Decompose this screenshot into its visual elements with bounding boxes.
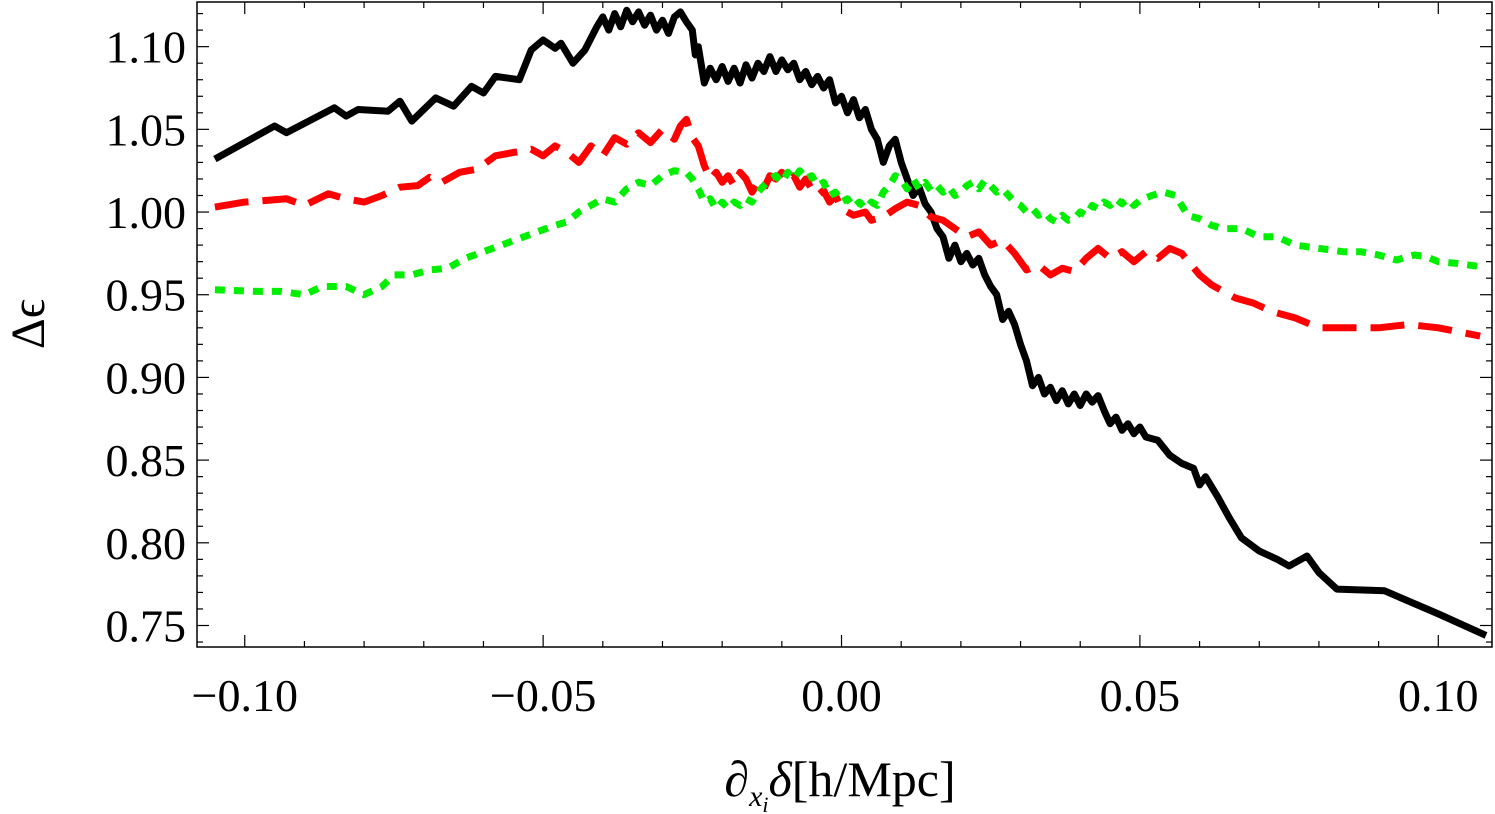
x-label-sub-x: x [748, 780, 763, 813]
y-tick-label: 0.95 [106, 270, 187, 321]
y-tick-label: 1.05 [106, 104, 187, 155]
series-line-solid [213, 6, 1488, 639]
x-tick-label: 0.05 [1100, 670, 1181, 721]
x-label-units: [h/Mpc] [792, 751, 956, 807]
y-tick-label: 0.80 [106, 518, 187, 569]
y-tick-label: 0.75 [106, 601, 187, 652]
ticks [197, 2, 1492, 647]
series-line-dotted [214, 167, 1481, 299]
series-layer [213, 6, 1488, 639]
y-tick-label: 1.00 [106, 187, 187, 238]
x-tick-label: −0.05 [490, 670, 596, 721]
y-tick-label: 0.85 [106, 435, 187, 486]
tick-labels: −0.10 −0.05 0.00 0.05 0.10 0.75 0.80 0.85 0.90 0.… [106, 22, 1479, 721]
x-label-partial: ∂ [724, 751, 749, 807]
x-label-sub-i: i [762, 792, 768, 814]
y-axis-label: Δϵ [2, 299, 55, 349]
y-tick-label: 1.10 [106, 22, 187, 73]
x-tick-label: 0.10 [1398, 670, 1479, 721]
series-line-dashed [214, 115, 1481, 340]
x-tick-label: −0.10 [192, 670, 298, 721]
x-tick-label: 0.00 [801, 670, 882, 721]
x-label-delta: δ [769, 751, 793, 807]
y-tick-label: 0.90 [106, 352, 187, 403]
x-axis-label: ∂xiδ[h/Mpc] [724, 751, 955, 814]
